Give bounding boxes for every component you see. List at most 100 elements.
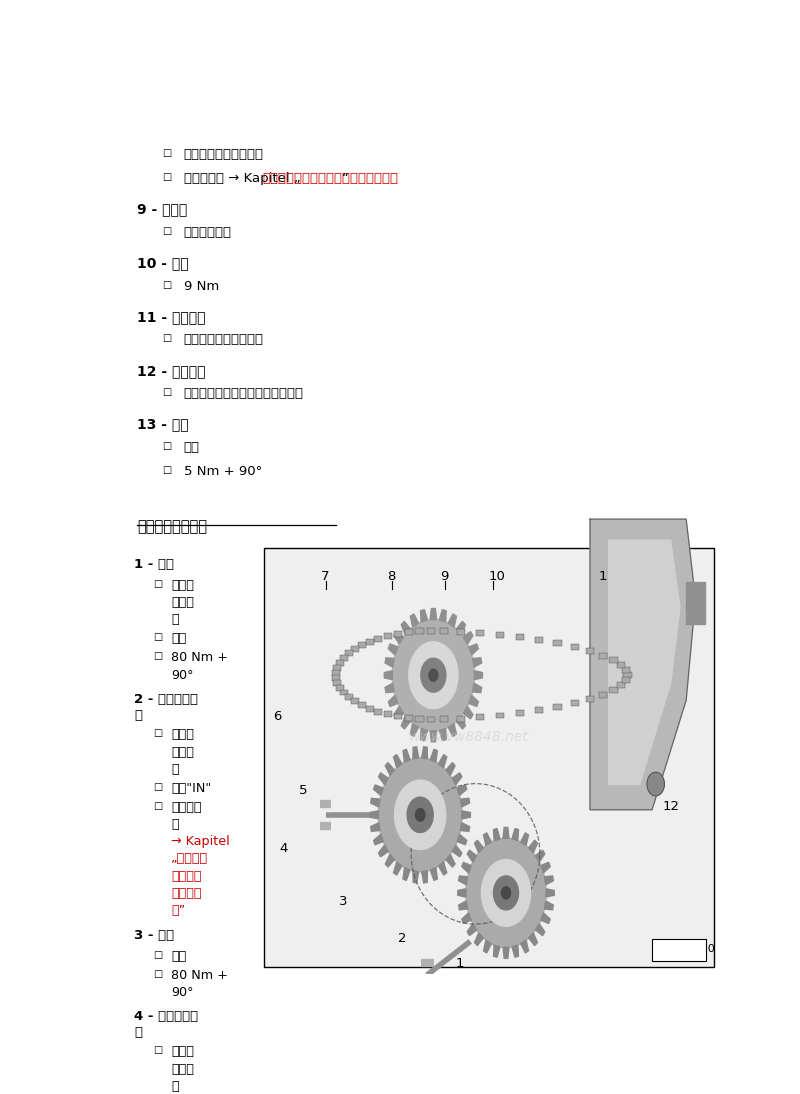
Polygon shape — [386, 763, 394, 776]
Polygon shape — [407, 798, 433, 833]
Bar — [440, 628, 448, 633]
Bar — [476, 630, 484, 636]
Polygon shape — [482, 860, 530, 927]
Text: 6: 6 — [273, 710, 281, 723]
Text: 8: 8 — [387, 570, 395, 583]
Bar — [458, 629, 466, 635]
Polygon shape — [446, 854, 455, 868]
Text: 器: 器 — [134, 709, 142, 722]
Bar — [426, 628, 434, 633]
Polygon shape — [421, 729, 427, 741]
Bar — [535, 637, 543, 643]
Bar — [496, 712, 504, 719]
Polygon shape — [370, 811, 378, 818]
Text: 1 - 螺栓: 1 - 螺栓 — [134, 558, 174, 571]
Polygon shape — [467, 850, 477, 862]
Polygon shape — [521, 833, 529, 846]
Text: 2 - 凸轮轴调节: 2 - 凸轮轴调节 — [134, 693, 198, 706]
Bar — [374, 636, 382, 641]
Text: “: “ — [342, 172, 349, 185]
Bar — [617, 662, 626, 668]
Polygon shape — [430, 868, 438, 881]
Text: 用于左侧凸轮轴正时锤: 用于左侧凸轮轴正时锤 — [184, 334, 264, 347]
Bar — [586, 649, 594, 654]
Bar — [554, 705, 562, 710]
Polygon shape — [394, 755, 402, 768]
Text: 件: 件 — [171, 614, 179, 627]
Text: □: □ — [153, 729, 162, 738]
Text: 1: 1 — [455, 956, 464, 969]
Bar — [515, 635, 523, 640]
Bar — [374, 709, 382, 714]
Polygon shape — [473, 684, 482, 693]
Bar — [586, 696, 594, 702]
Text: 用于进: 用于进 — [171, 729, 194, 742]
Polygon shape — [463, 631, 473, 644]
Text: 上拆下凸: 上拆下凸 — [171, 870, 202, 883]
Text: □: □ — [162, 225, 171, 235]
Text: □: □ — [162, 148, 171, 159]
Text: 轮轴正时: 轮轴正时 — [171, 887, 202, 900]
Bar — [535, 708, 543, 713]
Text: 12: 12 — [662, 801, 679, 814]
Polygon shape — [474, 840, 483, 853]
Bar — [570, 644, 578, 650]
Polygon shape — [410, 723, 418, 736]
Bar — [623, 672, 631, 678]
Text: 90°: 90° — [171, 986, 194, 999]
Polygon shape — [388, 644, 398, 655]
Text: 带真空: 带真空 — [171, 579, 194, 592]
Text: 80 Nm +: 80 Nm + — [171, 968, 228, 981]
Polygon shape — [403, 868, 410, 881]
Text: 5 Nm + 90°: 5 Nm + 90° — [184, 465, 262, 478]
Polygon shape — [413, 871, 418, 883]
Polygon shape — [544, 901, 554, 910]
Bar — [334, 679, 342, 686]
Polygon shape — [403, 749, 410, 763]
Polygon shape — [421, 609, 427, 622]
Polygon shape — [458, 888, 466, 897]
Polygon shape — [457, 784, 466, 795]
Bar — [358, 702, 366, 708]
Text: □: □ — [153, 1046, 162, 1056]
Polygon shape — [386, 854, 394, 868]
Polygon shape — [378, 758, 462, 872]
Text: 拆卸和安装 → Kapitel „: 拆卸和安装 → Kapitel „ — [184, 172, 301, 185]
Text: 5: 5 — [299, 784, 308, 798]
Bar — [610, 657, 618, 663]
Polygon shape — [529, 840, 538, 853]
Polygon shape — [462, 811, 470, 818]
Polygon shape — [421, 659, 446, 693]
Bar — [264, 548, 714, 967]
Text: □: □ — [162, 441, 171, 452]
Polygon shape — [413, 747, 418, 759]
Polygon shape — [370, 799, 380, 807]
Polygon shape — [374, 784, 383, 795]
Polygon shape — [438, 862, 446, 875]
Polygon shape — [388, 696, 398, 707]
Text: □: □ — [153, 632, 162, 642]
Text: 右侧凸轮轴正时锤: 右侧凸轮轴正时锤 — [138, 520, 207, 535]
Polygon shape — [647, 772, 664, 795]
Text: 标记"IN": 标记"IN" — [171, 782, 211, 794]
Text: 用于驱动链轮: 用于驱动链轮 — [184, 225, 232, 238]
Polygon shape — [438, 755, 446, 768]
Polygon shape — [474, 933, 483, 945]
Text: □: □ — [153, 801, 162, 811]
Polygon shape — [457, 835, 466, 845]
Polygon shape — [446, 763, 455, 776]
Polygon shape — [384, 671, 393, 679]
Bar — [332, 675, 340, 680]
Text: □: □ — [153, 950, 162, 959]
Polygon shape — [415, 808, 425, 822]
Polygon shape — [458, 876, 468, 885]
Bar — [350, 698, 358, 705]
Text: 3: 3 — [338, 895, 347, 908]
Polygon shape — [394, 707, 403, 719]
Polygon shape — [590, 520, 695, 810]
Polygon shape — [394, 780, 446, 850]
Text: 轴: 轴 — [171, 763, 179, 776]
Bar — [345, 694, 353, 700]
Polygon shape — [452, 772, 462, 784]
Polygon shape — [512, 828, 518, 840]
